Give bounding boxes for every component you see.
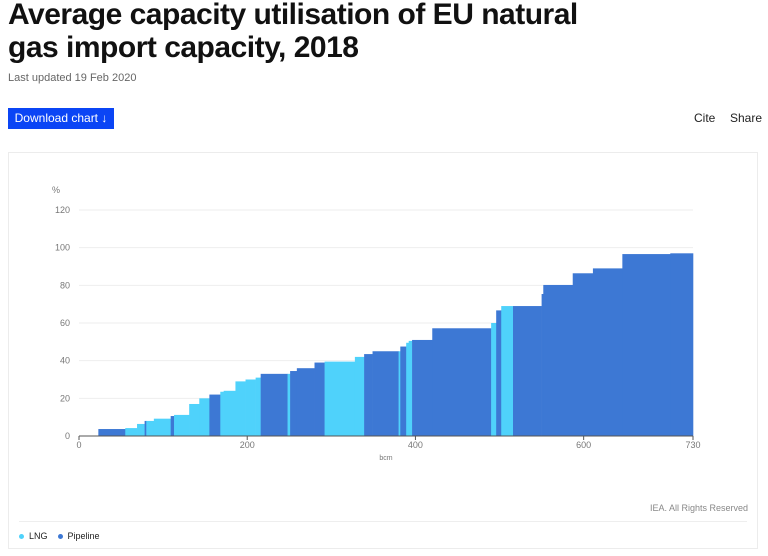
bar-pipeline <box>209 394 221 436</box>
bar-lng <box>406 342 410 436</box>
page-title: Average capacity utilisation of EU natur… <box>8 0 578 64</box>
bar-pipeline <box>412 339 433 436</box>
bar-lng <box>245 379 256 436</box>
bar-lng <box>408 340 413 436</box>
bar-pipeline <box>372 351 399 436</box>
bar-pipeline <box>592 268 623 436</box>
x-tick-label: 200 <box>240 440 255 450</box>
bar-pipeline <box>541 293 544 436</box>
bar-pipeline <box>432 328 492 436</box>
y-tick-label: 0 <box>65 431 70 441</box>
legend-label: LNG <box>29 531 48 541</box>
chart-card <box>8 152 758 549</box>
bar-pipeline <box>98 429 126 436</box>
bar-pipeline <box>543 284 574 436</box>
bar-lng <box>491 323 497 436</box>
y-tick-label: 100 <box>55 243 70 253</box>
last-updated: Last updated 19 Feb 2020 <box>8 72 137 84</box>
bar-pipeline <box>572 273 594 436</box>
bar-lng <box>153 418 171 436</box>
bar-lng <box>398 351 401 436</box>
bar-lng <box>287 373 291 436</box>
bar-pipeline <box>513 306 542 436</box>
bar-lng <box>189 403 200 436</box>
legend-item-pipeline[interactable]: Pipeline <box>57 531 100 541</box>
pipeline-dot-icon <box>57 533 63 539</box>
bar-lng <box>235 381 246 436</box>
bar-pipeline <box>290 371 298 436</box>
bar-pipeline <box>170 416 175 436</box>
x-tick-label: 0 <box>76 440 81 450</box>
legend: LNG Pipeline <box>19 531 100 541</box>
x-tick-label: 730 <box>685 440 700 450</box>
legend-label: Pipeline <box>67 531 100 541</box>
bar-lng <box>220 391 224 436</box>
bar-lng <box>137 423 145 436</box>
y-tick-label: 120 <box>55 205 70 215</box>
bar-pipeline <box>260 373 288 436</box>
cite-link[interactable]: Cite <box>694 111 716 125</box>
bar-lng <box>174 414 190 436</box>
credit-text: IEA. All Rights Reserved <box>649 503 748 513</box>
y-tick-label: 20 <box>60 393 70 403</box>
bar-pipeline <box>296 368 315 436</box>
x-tick-label: 400 <box>408 440 423 450</box>
bar-lng <box>199 398 210 436</box>
y-tick-label: 60 <box>60 318 70 328</box>
bar-lng <box>501 306 514 436</box>
bar-lng <box>146 420 155 436</box>
bars <box>98 253 694 436</box>
y-tick-label: 80 <box>60 280 70 290</box>
bar-pipeline <box>144 420 147 436</box>
bar-pipeline <box>622 254 671 436</box>
bar-pipeline <box>314 362 325 436</box>
legend-item-lng[interactable]: LNG <box>19 531 48 541</box>
share-link[interactable]: Share <box>730 111 763 125</box>
lng-dot-icon <box>19 533 24 539</box>
bar-lng <box>125 428 138 436</box>
y-tick-label: 40 <box>60 356 70 366</box>
x-axis-label: bcm <box>379 455 392 462</box>
x-tick-label: 600 <box>576 440 591 450</box>
bar-lng <box>255 377 261 436</box>
bar-pipeline <box>364 354 373 436</box>
bar-pipeline <box>400 346 407 436</box>
bar-pipeline <box>496 310 502 436</box>
bar-lng <box>223 390 236 436</box>
axes: 0 20 40 60 80 100 120 0 200 400 600 730 <box>55 205 701 450</box>
bar-pipeline <box>670 253 694 436</box>
download-chart-button[interactable]: Download chart ↓ <box>8 108 114 129</box>
bar-lng <box>354 356 365 436</box>
y-axis-label: % <box>52 185 60 195</box>
bar-lng <box>324 361 356 436</box>
legend-divider <box>19 521 747 522</box>
